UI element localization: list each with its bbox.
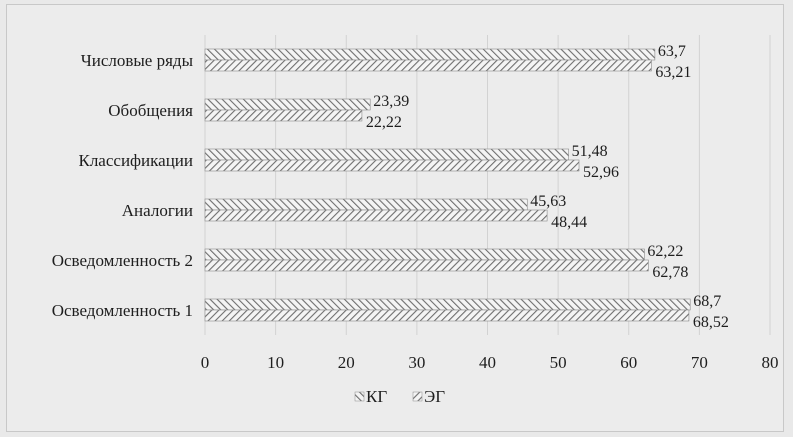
data-label-kg: 45,63	[530, 193, 566, 210]
data-label-eg: 22,22	[366, 114, 402, 131]
data-label-kg: 51,48	[572, 143, 608, 160]
bar-kg	[204, 198, 528, 211]
bar-kg	[204, 98, 371, 111]
category-label: Осведомленность 2	[52, 251, 193, 270]
gridlines	[204, 35, 771, 335]
category-label: Аналогии	[122, 201, 193, 220]
labels: 0 10 20 30 40 50 60 70 80 Числовые ряды 63,7 63,21 О…	[52, 43, 779, 372]
x-tick-label: 30	[408, 353, 425, 372]
data-label-kg: 63,7	[658, 43, 686, 60]
category-label: Обобщения	[108, 101, 193, 120]
chart-frame: 0 10 20 30 40 50 60 70 80 Числовые ряды 63,7 63,21 О…	[6, 4, 784, 432]
bar-eg	[204, 259, 649, 272]
category-label: Классификации	[78, 151, 193, 170]
category-label: Числовые ряды	[81, 51, 194, 70]
legend-swatch-eg	[412, 391, 423, 402]
bar-kg	[204, 298, 691, 311]
legend-label-eg: ЭГ	[424, 387, 445, 406]
data-label-eg: 68,52	[693, 314, 729, 331]
bars	[204, 48, 691, 322]
x-tick-label: 60	[620, 353, 637, 372]
data-label-eg: 63,21	[655, 64, 691, 81]
data-label-kg: 68,7	[693, 293, 721, 310]
legend: КГ ЭГ	[354, 387, 445, 406]
bar-eg	[204, 159, 580, 172]
bar-eg	[204, 309, 690, 322]
data-label-eg: 48,44	[551, 214, 587, 231]
x-tick-label: 70	[691, 353, 708, 372]
x-tick-label: 80	[762, 353, 779, 372]
bar-eg	[204, 109, 363, 122]
data-label-eg: 62,78	[652, 264, 688, 281]
category-label: Осведомленность 1	[52, 301, 193, 320]
data-label-kg: 23,39	[373, 93, 409, 110]
bar-kg	[204, 248, 645, 261]
x-tick-label: 50	[550, 353, 567, 372]
chart: 0 10 20 30 40 50 60 70 80 Числовые ряды 63,7 63,21 О…	[52, 35, 779, 406]
x-tick-label: 40	[479, 353, 496, 372]
bar-kg	[204, 148, 569, 161]
x-tick-label: 0	[201, 353, 210, 372]
legend-label-kg: КГ	[366, 387, 387, 406]
bar-eg	[204, 209, 548, 222]
data-label-kg: 62,22	[647, 243, 683, 260]
legend-swatch-kg	[354, 391, 365, 402]
bar-kg	[204, 48, 656, 61]
x-tick-label: 20	[338, 353, 355, 372]
data-label-eg: 52,96	[583, 164, 619, 181]
x-tick-label: 10	[267, 353, 284, 372]
bar-eg	[204, 59, 652, 72]
